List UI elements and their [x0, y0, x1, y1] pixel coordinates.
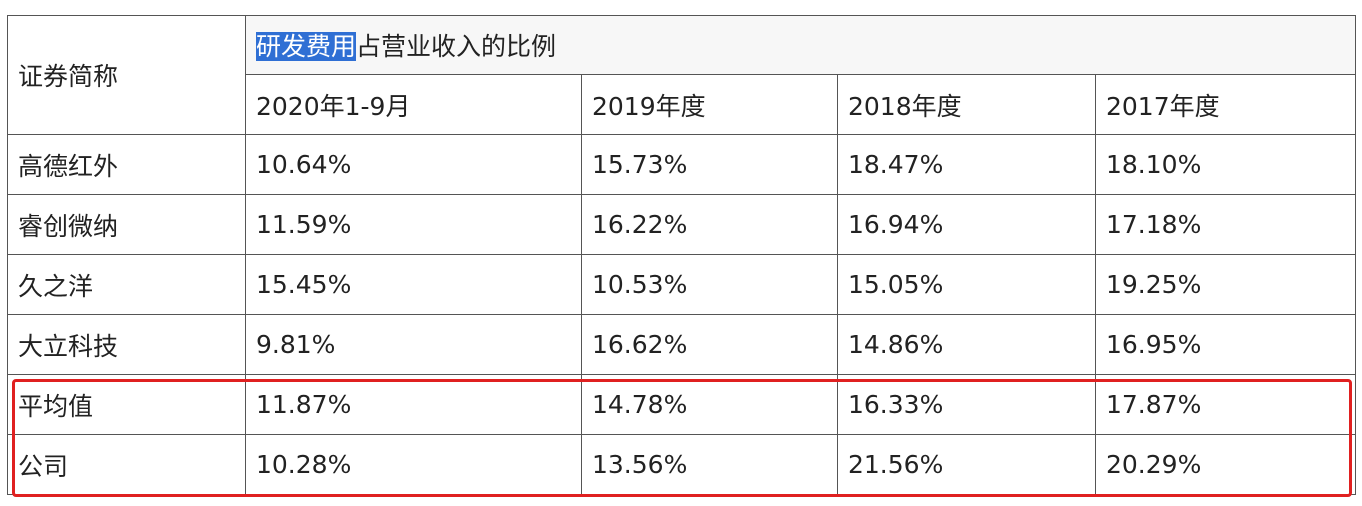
- value-cell: 16.62%: [581, 314, 838, 375]
- rd-expense-ratio-table: 证券简称 研发费用占营业收入的比例 2020年1-9月 2019年度 2018年…: [7, 15, 1357, 495]
- table-row: 睿创微纳 11.59% 16.22% 16.94% 17.18%: [7, 194, 1357, 255]
- value-cell: 10.28%: [245, 434, 582, 495]
- period-header: 2020年1-9月: [245, 74, 582, 135]
- table-row: 大立科技 9.81% 16.62% 14.86% 16.95%: [7, 314, 1357, 375]
- table-title-cell: 研发费用占营业收入的比例: [244, 15, 1357, 75]
- value-cell: 16.22%: [581, 194, 838, 255]
- value-cell: 15.05%: [837, 254, 1096, 315]
- value-cell: 13.56%: [581, 434, 838, 495]
- value-cell: 14.78%: [581, 374, 838, 435]
- header-row-periods: 2020年1-9月 2019年度 2018年度 2017年度: [8, 74, 1357, 135]
- value-cell: 18.10%: [1094, 134, 1357, 195]
- value-cell: 16.95%: [1094, 314, 1357, 375]
- period-header: 2019年度: [581, 74, 838, 135]
- table-row: 久之洋 15.45% 10.53% 15.05% 19.25%: [7, 254, 1357, 315]
- value-cell: 10.53%: [581, 254, 838, 315]
- average-row: 平均值 11.87% 14.78% 16.33% 17.87%: [7, 374, 1357, 435]
- header-row-title: 证券简称 研发费用占营业收入的比例: [7, 15, 1357, 135]
- value-cell: 9.81%: [245, 314, 582, 375]
- company-name-cell: 睿创微纳: [7, 194, 246, 255]
- value-cell: 11.59%: [245, 194, 582, 255]
- table-row: 高德红外 10.64% 15.73% 18.47% 18.10%: [7, 134, 1357, 195]
- title-rest-text: 占营业收入的比例: [356, 32, 557, 61]
- value-cell: 15.73%: [581, 134, 838, 195]
- company-name-cell: 久之洋: [7, 254, 246, 315]
- value-cell: 17.18%: [1094, 194, 1357, 255]
- period-header: 2017年度: [1094, 74, 1357, 135]
- value-cell: 10.64%: [245, 134, 582, 195]
- value-cell: 19.25%: [1094, 254, 1357, 315]
- period-header: 2018年度: [837, 74, 1096, 135]
- value-cell: 14.86%: [837, 314, 1096, 375]
- value-cell: 21.56%: [837, 434, 1096, 495]
- value-cell: 16.33%: [837, 374, 1096, 435]
- company-row: 公司 10.28% 13.56% 21.56% 20.29%: [7, 434, 1357, 495]
- value-cell: 11.87%: [245, 374, 582, 435]
- value-cell: 17.87%: [1094, 374, 1357, 435]
- average-label-cell: 平均值: [7, 374, 246, 435]
- value-cell: 16.94%: [837, 194, 1096, 255]
- company-name-cell: 高德红外: [7, 134, 246, 195]
- value-cell: 15.45%: [245, 254, 582, 315]
- corner-header-cell: 证券简称: [7, 15, 246, 135]
- selected-text[interactable]: 研发费用: [256, 32, 357, 61]
- value-cell: 18.47%: [837, 134, 1096, 195]
- value-cell: 20.29%: [1094, 434, 1357, 495]
- company-name-cell: 大立科技: [7, 314, 246, 375]
- company-label-cell: 公司: [7, 434, 246, 495]
